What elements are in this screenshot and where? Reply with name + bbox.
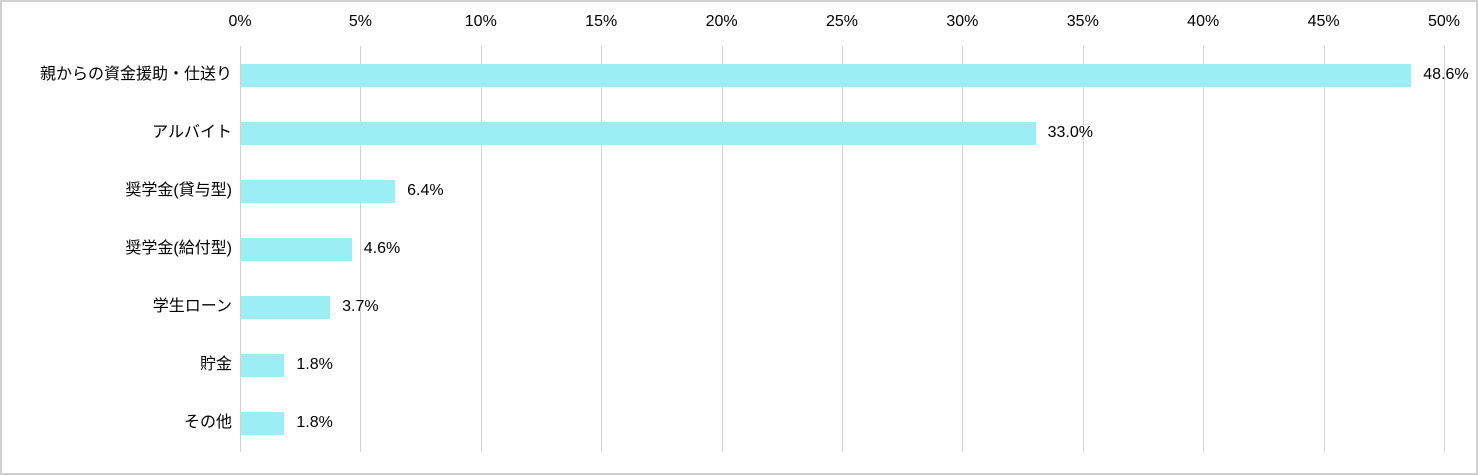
category-label: 親からの資金援助・仕送り bbox=[39, 66, 232, 83]
category-label: 貯金 bbox=[199, 356, 232, 373]
x-axis-tick-label: 45% bbox=[1307, 13, 1340, 30]
gridline bbox=[1203, 46, 1205, 452]
bar bbox=[241, 295, 331, 319]
x-axis-tick-label: 30% bbox=[946, 13, 979, 30]
bar bbox=[241, 237, 352, 261]
value-label: 4.6% bbox=[363, 240, 401, 257]
category-label: 学生ローン bbox=[152, 298, 232, 315]
gridline bbox=[721, 46, 723, 452]
x-axis-tick-label: 10% bbox=[464, 13, 497, 30]
value-label: 3.7% bbox=[342, 298, 379, 315]
gridline bbox=[360, 46, 362, 452]
gridline bbox=[601, 46, 603, 452]
gridline bbox=[962, 46, 964, 452]
gridline bbox=[1323, 46, 1325, 452]
x-axis-tick-label: 0% bbox=[228, 13, 252, 30]
gridline bbox=[480, 46, 482, 452]
bar bbox=[241, 353, 285, 377]
category-label: アルバイト bbox=[152, 124, 232, 141]
gridline bbox=[240, 46, 241, 452]
x-axis-tick-label: 25% bbox=[825, 13, 859, 30]
bar bbox=[241, 63, 1412, 87]
x-axis-tick-label: 5% bbox=[348, 13, 372, 30]
value-label: 1.8% bbox=[296, 414, 333, 431]
category-label: 奨学金(貸与型) bbox=[125, 182, 232, 199]
x-axis-tick-label: 35% bbox=[1066, 13, 1099, 30]
x-axis-tick-label: 40% bbox=[1187, 13, 1220, 30]
x-axis-tick-label: 50% bbox=[1427, 13, 1461, 30]
x-axis-tick-label: 20% bbox=[705, 13, 738, 30]
category-label: 奨学金(給付型) bbox=[125, 240, 232, 257]
value-label: 6.4% bbox=[407, 182, 444, 199]
bar bbox=[241, 411, 285, 435]
gridline bbox=[1082, 46, 1084, 452]
category-label: その他 bbox=[183, 414, 232, 431]
value-label: 48.6% bbox=[1423, 66, 1469, 83]
x-axis-tick-label: 15% bbox=[585, 13, 618, 30]
gridline bbox=[1444, 46, 1445, 452]
bar bbox=[241, 179, 396, 203]
gridline bbox=[842, 46, 843, 452]
value-label: 33.0% bbox=[1047, 124, 1093, 141]
bar bbox=[241, 121, 1036, 145]
value-label: 1.8% bbox=[296, 356, 333, 373]
